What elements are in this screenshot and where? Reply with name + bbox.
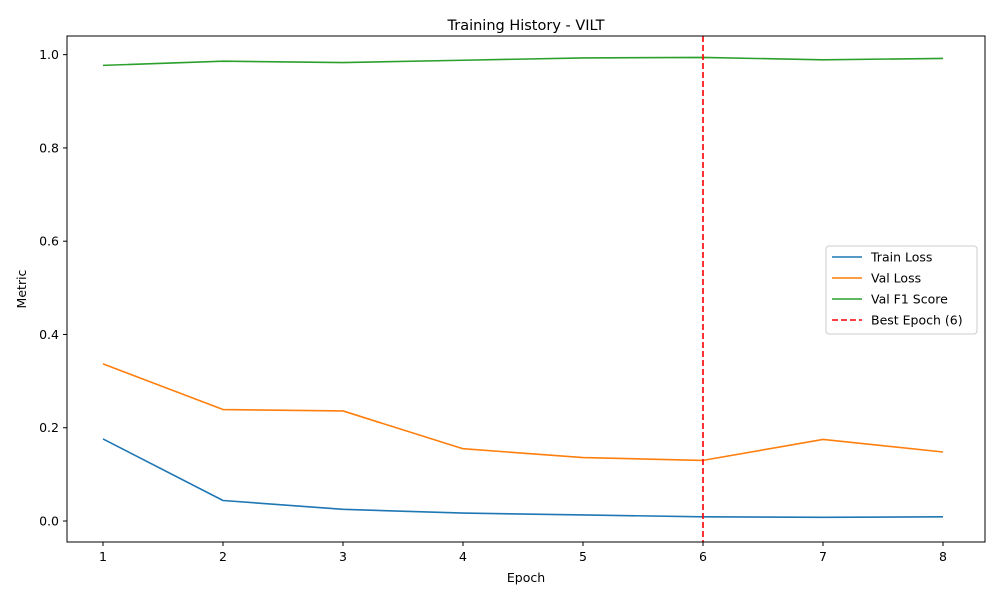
x-tick-label: 4: [459, 549, 467, 564]
x-tick-label: 7: [819, 549, 827, 564]
x-tick-label: 8: [939, 549, 947, 564]
plot-frame: [66, 35, 986, 543]
legend-label: Train Loss: [870, 250, 932, 265]
x-tick-label: 2: [219, 549, 227, 564]
y-tick-label: 0.0: [39, 514, 59, 529]
y-tick-label: 0.4: [39, 327, 59, 342]
x-tick-label: 1: [99, 549, 107, 564]
legend-label: Val F1 Score: [871, 292, 948, 307]
x-tick-label: 3: [339, 549, 347, 564]
legend: Train Loss Val Loss Val F1 Score Best Epoch…: [825, 245, 978, 335]
chart-title: Training History - VILT: [447, 18, 605, 34]
x-tick-label: 6: [699, 549, 707, 564]
y-tick-label: 0.8: [39, 140, 59, 155]
y-tick-label: 1.0: [39, 47, 59, 62]
y-axis-label: Metric: [14, 269, 29, 308]
legend-box: [825, 245, 978, 335]
ticks-layer: 1 2 3 4 5 6 7 8 0.0 0.2 0.4 0.6 0.8 1.0: [39, 47, 947, 564]
x-tick-label: 5: [579, 549, 587, 564]
x-axis-label: Epoch: [507, 570, 545, 585]
series-line-val-loss: [102, 363, 944, 462]
series-line-train-loss: [102, 438, 944, 519]
series-line-val-f1-score: [102, 56, 944, 67]
legend-label: Best Epoch (6): [871, 313, 963, 328]
y-tick-label: 0.2: [39, 420, 59, 435]
series-layer: [102, 36, 944, 542]
legend-label: Val Loss: [871, 271, 921, 286]
y-tick-label: 0.6: [39, 234, 59, 249]
